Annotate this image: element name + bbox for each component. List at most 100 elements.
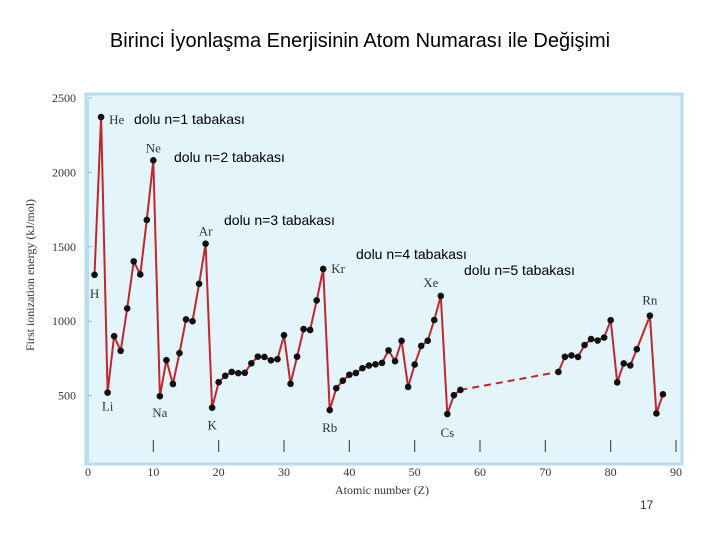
x-axis-title: Atomic number (Z)	[335, 483, 429, 497]
data-point	[176, 349, 183, 357]
data-point	[404, 383, 412, 391]
x-tick-label: 90	[670, 465, 682, 479]
element-label: Kr	[331, 261, 345, 276]
data-point	[156, 392, 164, 400]
x-tick-label: 80	[605, 465, 617, 479]
element-label: Cs	[440, 425, 454, 440]
data-point	[581, 341, 588, 349]
data-point	[365, 362, 373, 369]
shell-annotation: dolu n=5 tabakası	[464, 262, 575, 278]
data-point	[613, 379, 621, 386]
data-point	[653, 410, 660, 417]
x-tick-label: 10	[147, 465, 159, 479]
y-tick-label: 1500	[52, 240, 76, 254]
data-point	[91, 271, 98, 279]
y-tick-label: 500	[58, 389, 76, 403]
data-point	[561, 353, 569, 361]
element-label: Na	[152, 405, 167, 420]
data-point	[241, 369, 249, 377]
y-axis-title: First ionization energy (kJ/mol)	[23, 199, 37, 351]
x-tick-label: 40	[343, 465, 355, 479]
data-point	[182, 316, 190, 323]
data-point	[346, 371, 353, 379]
element-label: Ne	[146, 140, 161, 155]
element-label: Ar	[199, 224, 213, 239]
y-tick-label: 1000	[52, 314, 76, 328]
data-point	[234, 369, 242, 377]
data-point	[215, 378, 222, 386]
data-point	[437, 292, 445, 300]
data-point	[326, 406, 334, 414]
data-point	[104, 389, 111, 396]
data-point	[620, 360, 628, 367]
plot-background	[84, 92, 684, 466]
element-label: K	[207, 418, 217, 433]
data-point	[424, 337, 432, 344]
data-point	[293, 353, 301, 360]
data-point	[97, 113, 105, 121]
data-point	[143, 216, 151, 224]
data-point	[110, 332, 118, 340]
data-point	[280, 331, 288, 339]
x-tick-label: 50	[409, 465, 421, 479]
series-points	[91, 113, 667, 418]
gap-dashed-line	[460, 370, 559, 391]
y-tick-label: 2500	[52, 91, 76, 105]
x-tick-label: 0	[85, 465, 91, 479]
data-point	[117, 347, 124, 355]
data-point	[587, 335, 595, 343]
data-point	[626, 362, 634, 369]
element-label: H	[90, 286, 99, 301]
data-point	[574, 353, 582, 361]
data-point	[261, 353, 268, 361]
data-point	[189, 317, 196, 325]
data-point	[300, 325, 307, 333]
data-point	[123, 305, 131, 312]
element-labels: He Ne Ar Kr Xe Rn H Li Na K Rb Cs	[90, 112, 658, 440]
data-point	[430, 316, 438, 324]
data-point	[130, 258, 138, 265]
shell-annotation: dolu n=2 tabakası	[174, 149, 285, 165]
data-point	[150, 157, 157, 164]
data-point	[391, 357, 399, 365]
data-point	[163, 356, 170, 364]
data-point	[313, 297, 320, 304]
data-point	[208, 404, 216, 411]
page-number: 17	[640, 498, 654, 512]
annotations: dolu n=1 tabakası dolu n=2 tabakası dolu n…	[134, 111, 575, 278]
y-tick-label: 2000	[52, 165, 76, 179]
data-point	[372, 361, 379, 368]
x-axis: 0 10 20 30 40 50 60 70 80 90	[85, 440, 682, 479]
data-point	[287, 380, 294, 388]
x-tick-label: 20	[213, 465, 225, 479]
data-point	[398, 337, 405, 345]
data-point	[594, 337, 601, 344]
data-point	[267, 357, 275, 364]
y-axis: 500 1000 1500 2000 2500	[52, 91, 92, 403]
data-point	[444, 410, 451, 418]
data-point	[633, 345, 641, 353]
data-point	[169, 380, 177, 388]
data-point	[332, 384, 340, 392]
x-tick-label: 30	[278, 465, 290, 479]
slide-title: Birinci İyonlaşma Enerjisinin Atom Numar…	[109, 30, 611, 52]
data-point	[385, 347, 392, 354]
element-label: Li	[102, 399, 114, 414]
data-point	[352, 369, 360, 377]
data-point	[136, 271, 144, 278]
data-point	[339, 377, 347, 385]
data-point	[248, 360, 255, 367]
data-point	[450, 391, 458, 399]
data-point	[195, 280, 203, 288]
data-point	[378, 359, 386, 367]
data-point	[221, 372, 229, 380]
shell-annotation: dolu n=3 tabakası	[224, 212, 335, 228]
data-point	[306, 326, 314, 334]
data-point	[274, 355, 281, 363]
data-point	[417, 342, 425, 350]
shell-annotation: dolu n=1 tabakası	[134, 111, 245, 127]
data-point	[607, 316, 614, 324]
series-line	[557, 314, 664, 415]
data-point	[600, 334, 608, 341]
